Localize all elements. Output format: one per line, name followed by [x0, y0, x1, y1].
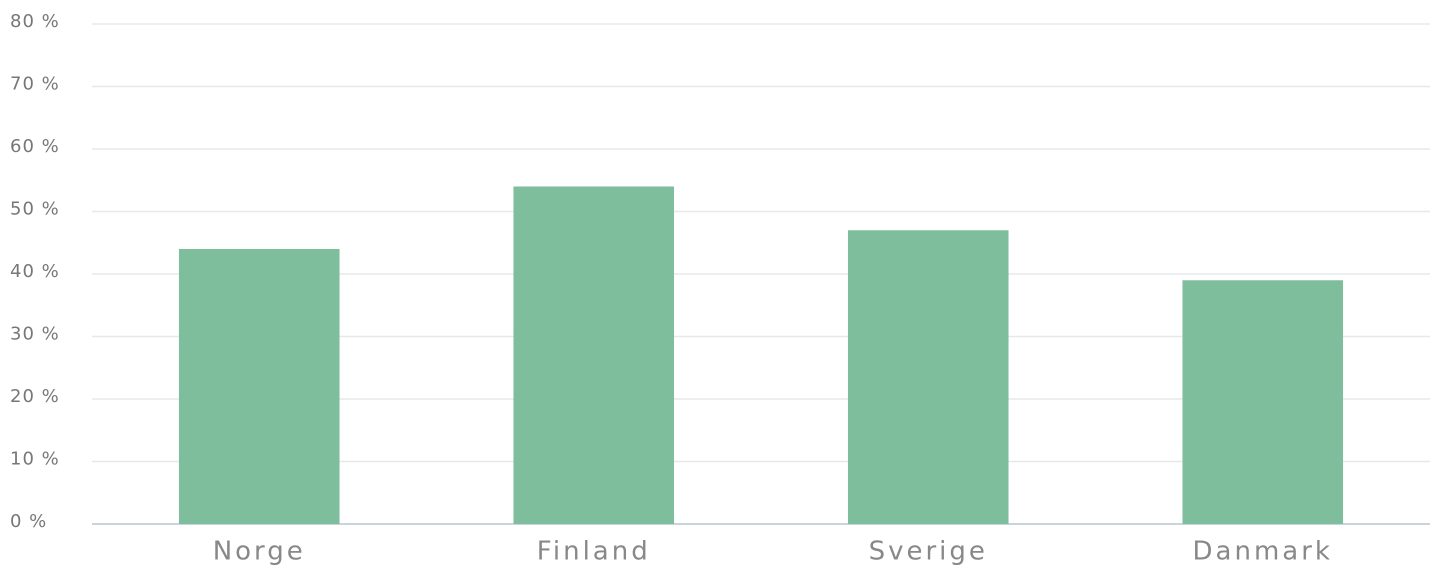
bar: [847, 230, 1009, 524]
y-tick-label: 50 %: [10, 199, 60, 220]
y-tick-label: 10 %: [10, 449, 60, 470]
x-tick-label: Finland: [537, 537, 651, 567]
y-tick-label: 0 %: [10, 511, 47, 532]
y-tick-label: 40 %: [10, 261, 60, 282]
y-tick-label: 70 %: [10, 74, 60, 95]
y-tick-label: 80 %: [10, 11, 60, 32]
y-tick-label: 60 %: [10, 136, 60, 157]
x-tick-label: Danmark: [1193, 537, 1333, 567]
bar: [1182, 280, 1344, 524]
x-tick-label: Sverige: [869, 537, 988, 567]
bar: [178, 249, 340, 524]
x-tick-label: Norge: [213, 537, 306, 567]
y-tick-label: 30 %: [10, 324, 60, 345]
bar: [513, 186, 675, 524]
y-tick-label: 20 %: [10, 386, 60, 407]
